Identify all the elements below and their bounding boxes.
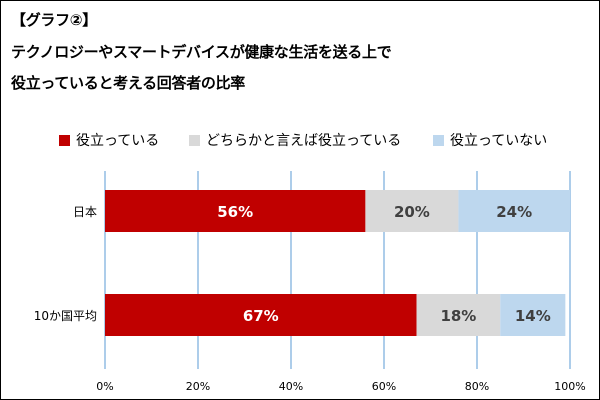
legend-label-3: 役立っていない <box>450 133 547 149</box>
data-label-2-series-2: 18% <box>440 307 476 325</box>
legend-swatch-2 <box>189 135 200 146</box>
legend-swatch-3 <box>433 135 444 146</box>
x-tick-label-0: 0% <box>96 380 113 393</box>
x-tick-label-40: 40% <box>279 380 303 393</box>
bar-1-series-3 <box>458 190 570 232</box>
chart-title-line-2: テクノロジーやスマートデバイスが健康な生活を送る上で <box>11 43 392 61</box>
x-tick-label-80: 80% <box>465 380 489 393</box>
x-tick-label-60: 60% <box>372 380 396 393</box>
x-tick-label-100: 100% <box>554 380 585 393</box>
bar-2-series-2 <box>416 294 501 336</box>
data-label-2-series-3: 14% <box>515 307 551 325</box>
bar-1-series-1 <box>105 190 366 232</box>
chart-title-line-1: 【グラフ②】 <box>11 11 97 29</box>
data-label-1-series-3: 24% <box>496 203 532 221</box>
bar-1-series-2 <box>365 190 459 232</box>
chart-title-line-3: 役立っていると考える回答者の比率 <box>11 74 246 92</box>
bar-2-series-3 <box>500 294 566 336</box>
x-tick-label-20: 20% <box>186 380 210 393</box>
data-label-1-series-2: 20% <box>394 203 430 221</box>
category-label-1: 日本 <box>73 205 97 219</box>
data-label-2-series-1: 67% <box>243 307 279 325</box>
legend-label-2: どちらかと言えば役立っている <box>206 133 401 149</box>
data-label-1-series-1: 56% <box>217 203 253 221</box>
legend-label-1: 役立っている <box>76 133 159 149</box>
legend-swatch-1 <box>59 135 70 146</box>
bar-2-series-1 <box>105 294 417 336</box>
category-label-2: 10か国平均 <box>34 309 97 323</box>
